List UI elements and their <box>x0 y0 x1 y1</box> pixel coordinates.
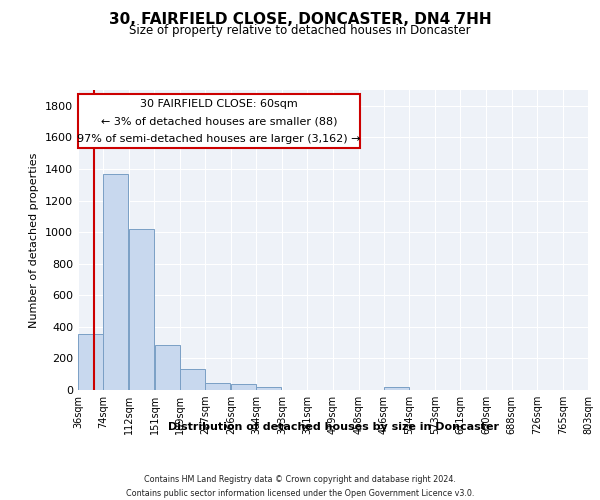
Text: 97% of semi-detached houses are larger (3,162) →: 97% of semi-detached houses are larger (… <box>77 134 361 144</box>
Text: Contains HM Land Registry data © Crown copyright and database right 2024.
Contai: Contains HM Land Registry data © Crown c… <box>126 476 474 498</box>
Bar <box>384 387 409 390</box>
Bar <box>231 384 256 390</box>
Bar <box>128 229 154 390</box>
Text: Distribution of detached houses by size in Doncaster: Distribution of detached houses by size … <box>167 422 499 432</box>
Text: 30, FAIRFIELD CLOSE, DONCASTER, DN4 7HH: 30, FAIRFIELD CLOSE, DONCASTER, DN4 7HH <box>109 12 491 28</box>
Bar <box>155 345 179 390</box>
Y-axis label: Number of detached properties: Number of detached properties <box>29 152 40 328</box>
Bar <box>256 387 281 390</box>
Bar <box>205 383 230 390</box>
Text: 30 FAIRFIELD CLOSE: 60sqm: 30 FAIRFIELD CLOSE: 60sqm <box>140 98 298 108</box>
Text: ← 3% of detached houses are smaller (88): ← 3% of detached houses are smaller (88) <box>101 116 337 126</box>
Bar <box>78 334 103 390</box>
Text: Size of property relative to detached houses in Doncaster: Size of property relative to detached ho… <box>129 24 471 37</box>
Bar <box>103 174 128 390</box>
Bar <box>180 370 205 390</box>
